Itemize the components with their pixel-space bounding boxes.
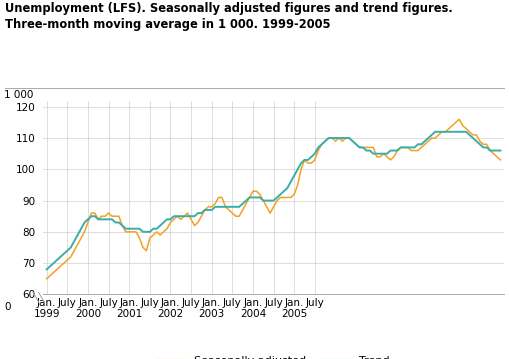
Text: July: July (140, 298, 159, 308)
Text: July: July (223, 298, 242, 308)
Text: July: July (264, 298, 283, 308)
Text: Jan.
2002: Jan. 2002 (157, 298, 184, 319)
Text: July: July (182, 298, 201, 308)
Text: Jan.
2004: Jan. 2004 (240, 298, 266, 319)
Text: 0: 0 (4, 302, 11, 312)
Text: 1 000: 1 000 (4, 89, 34, 99)
Text: July: July (305, 298, 324, 308)
Text: Jan.
2005: Jan. 2005 (281, 298, 307, 319)
Text: Jan.
2003: Jan. 2003 (199, 298, 225, 319)
Text: Jan.
2001: Jan. 2001 (116, 298, 143, 319)
Text: July: July (99, 298, 118, 308)
Text: July: July (58, 298, 77, 308)
Text: Unemployment (LFS). Seasonally adjusted figures and trend figures.
Three-month m: Unemployment (LFS). Seasonally adjusted … (5, 2, 453, 31)
Text: Jan.
1999: Jan. 1999 (34, 298, 60, 319)
Text: Jan.
2000: Jan. 2000 (75, 298, 101, 319)
Legend: Seasonally adjusted, Trend: Seasonally adjusted, Trend (153, 351, 394, 359)
